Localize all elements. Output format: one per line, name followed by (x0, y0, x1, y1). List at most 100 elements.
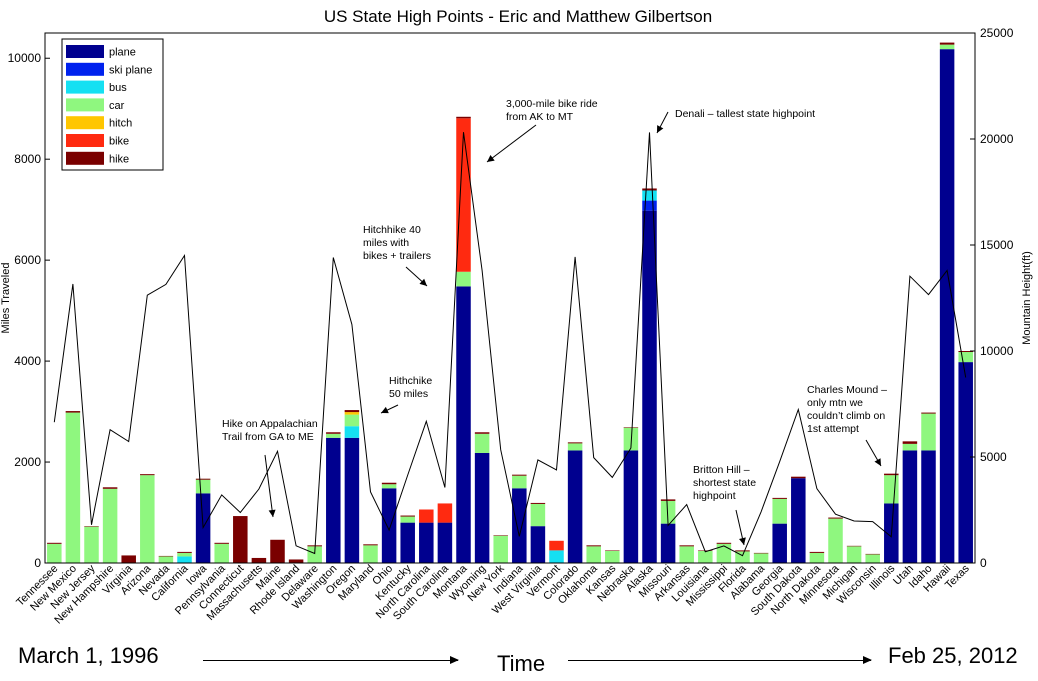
bar-segment (772, 523, 787, 563)
legend-swatch (66, 151, 104, 165)
bar-segment (902, 441, 918, 444)
bar-segment (549, 550, 564, 563)
bar-segment (549, 540, 564, 551)
bar-segment (623, 427, 639, 451)
bar-segment (884, 473, 899, 476)
bar-segment (177, 551, 192, 553)
legend-swatch (66, 116, 104, 130)
bar-segment (716, 542, 732, 544)
bar-segment (65, 412, 81, 563)
bar-segment (679, 545, 694, 547)
legend-label: car (109, 100, 125, 112)
bar-segment (958, 352, 973, 363)
y2-tick-label: 5000 (980, 450, 1007, 464)
bar-segment (567, 450, 583, 563)
bar-segment (400, 516, 415, 523)
y2-tick-label: 15000 (980, 238, 1014, 252)
bar-segment (84, 526, 99, 563)
bar-segment (716, 543, 732, 563)
end-date-label: Feb 25, 2012 (888, 643, 1018, 668)
annotation-britton: shortest state (693, 477, 756, 489)
annotation-hitch40: bikes + trailers (363, 250, 431, 262)
bar-segment (474, 433, 490, 453)
legend-swatch (66, 80, 104, 94)
legend-label: hitch (109, 118, 132, 130)
bar-segment (177, 556, 192, 563)
bar-segment (344, 414, 360, 427)
bar-segment (809, 551, 825, 553)
bar-segment (828, 518, 843, 563)
chart-title: US State High Points - Eric and Matthew … (324, 7, 712, 26)
bar-segment (214, 543, 229, 563)
y-tick-label: 10000 (8, 51, 42, 65)
bar-segment (344, 410, 360, 413)
bar-segment (846, 546, 862, 563)
bar-segment (344, 426, 360, 438)
legend-label: ski plane (109, 64, 152, 76)
bar-segment (437, 503, 453, 523)
y2-tick-label: 25000 (980, 26, 1014, 40)
bar-segment (84, 526, 99, 527)
bar-segment (958, 362, 973, 563)
legend-label: hike (109, 153, 129, 165)
y2-axis-label: Mountain Height(ft) (1021, 251, 1033, 345)
bar-segment (642, 190, 657, 201)
bar-segment (809, 552, 825, 563)
bar-segment (47, 542, 62, 544)
annotation-appalachian: Trail from GA to ME (222, 431, 314, 443)
bar-segment (307, 546, 322, 563)
bar-segment (530, 502, 546, 504)
bar-segment (530, 526, 546, 563)
bar-segment (921, 412, 936, 414)
bar-segment (270, 539, 285, 563)
bar-segment (326, 432, 341, 434)
bar-segment (735, 551, 750, 563)
bar-segment (791, 476, 806, 479)
bar-segment (158, 555, 174, 557)
bar-segment (326, 433, 341, 438)
time-arrow-right (568, 656, 872, 664)
annotation-arrowhead (381, 406, 389, 414)
bar-segment (958, 351, 973, 353)
plot-frame (44, 32, 976, 564)
bar-segment (195, 479, 211, 494)
y-tick-label: 4000 (14, 354, 41, 368)
annotation-arrowhead (487, 154, 495, 162)
bar-segment (884, 475, 899, 504)
bar-segment (605, 550, 620, 563)
bar-segment (419, 509, 434, 523)
bar-segment (381, 488, 397, 563)
bar-segment (195, 478, 211, 480)
bar-segment (400, 522, 415, 563)
annotation-arrowhead (739, 537, 746, 545)
bar-segment (586, 545, 601, 547)
bar-segment (660, 523, 676, 563)
bar-segment (642, 210, 657, 563)
bars-layer (47, 42, 973, 563)
bar-segment (363, 544, 378, 546)
y-tick-label: 0 (34, 556, 41, 570)
y-tick-label: 8000 (14, 152, 41, 166)
annotation-arrow (486, 124, 537, 163)
time-axis-label: Time (497, 651, 546, 676)
bar-segment (512, 475, 527, 489)
annotation-britton: Britton Hill – (693, 464, 750, 476)
bar-segment (456, 271, 471, 287)
bar-segment (456, 286, 471, 563)
annotation-hitch40: miles with (363, 237, 409, 249)
bar-segment (586, 546, 601, 563)
bar-segment (623, 450, 639, 563)
bar-segment (902, 450, 918, 563)
bar-segment (846, 545, 862, 547)
annotation-charles: Charles Mound – (807, 384, 887, 396)
bar-segment (381, 482, 397, 485)
bar-segment (753, 553, 769, 563)
bar-segment (772, 498, 787, 524)
bar-segment (642, 200, 657, 211)
bar-segment (363, 545, 378, 563)
height-line-layer (53, 132, 967, 557)
annotation-charles: only mtn we (807, 397, 863, 409)
bar-segment (512, 474, 527, 476)
